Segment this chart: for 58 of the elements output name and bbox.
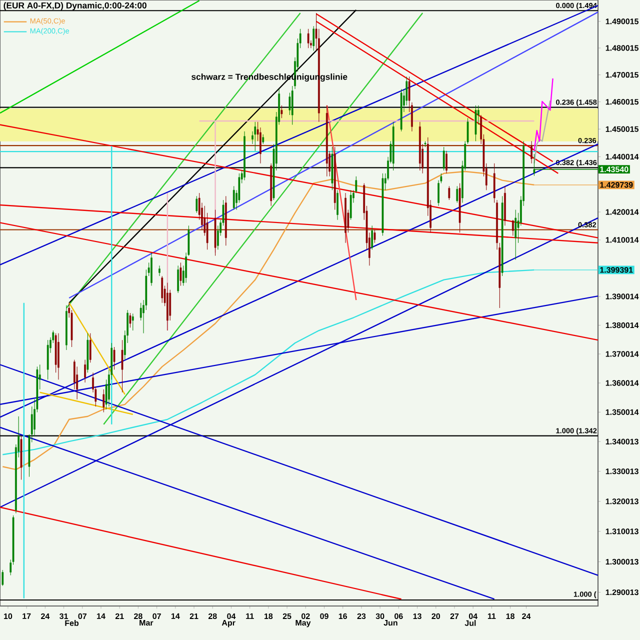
x-tick-label: 16 [338,613,348,620]
x-tick-label: 14 [97,613,106,619]
x-tick-label: 07 [152,613,161,620]
y-tick-label: 1.330013 [606,468,638,474]
y-tick-label: 1.360014 [606,380,639,386]
x-tick-label: 27 [450,613,459,619]
x2-tick-label: Apr [222,620,236,628]
annotation: 1.43540 [600,166,628,172]
x-tick-label: 04 [468,613,478,620]
x-tick-label: 11 [488,613,496,619]
y-tick-label: 1.440014 [606,154,639,160]
y-tick-label: 1.490015 [606,18,639,24]
x-tick-label: 31 [60,613,68,620]
y-tick-label: 1.320013 [606,498,638,504]
y-tick-label: 1.300013 [606,558,638,565]
x-tick-label: 23 [357,613,366,620]
x-tick-label: 13 [413,613,422,620]
x2-tick-label: May [296,620,311,628]
x-tick-label: 28 [134,613,142,620]
x-tick-label: 18 [506,613,514,620]
y-tick-label: 1.410014 [606,237,639,243]
x-tick-label: 18 [264,613,273,620]
annotation: 1.429739 [600,182,633,188]
x-tick-label: 02 [302,613,310,620]
chart-title: (EUR A0-FX,D) Dynamic,0:00-24:00 [4,2,146,10]
y-tick-label: 1.390014 [606,294,639,300]
y-tick-label: 1.460015 [606,98,639,105]
x2-tick-label: Jun [384,620,398,626]
x-tick-label: 24 [522,613,531,619]
x-tick-label: 17 [22,613,31,619]
y-tick-label: 1.370014 [606,351,639,357]
x-tick-label: 04 [227,613,236,620]
y-tick-label: 1.420014 [606,209,639,215]
x2-tick-label: Feb [65,620,79,626]
x-tick-label: 14 [171,613,180,619]
y-tick-label: 1.310013 [606,528,638,534]
y-tick-label: 1.350014 [606,409,639,415]
annotation: 1.399391 [600,267,633,273]
y-tick-label: 1.470015 [606,72,639,78]
x-tick-label: 11 [246,613,254,619]
x-tick-label: 24 [41,613,50,619]
x-tick-label: 25 [282,613,292,620]
x2-tick-label: Jul [464,620,476,626]
x-tick-label: 21 [190,613,198,619]
x-tick-label: 07 [78,613,86,620]
x-tick-label: 30 [376,613,384,620]
x-tick-label: 09 [320,613,328,620]
y-tick-label: 1.380014 [606,322,639,328]
x2-tick-label: Mar [140,620,154,626]
y-tick-label: 1.340013 [606,438,638,444]
y-tick-label: 1.450015 [606,126,639,132]
y-tick-label: 1.480015 [606,45,639,51]
x-tick-label: 06 [394,613,403,620]
x-tick-label: 10 [4,613,12,620]
x-tick-label: 20 [432,613,440,620]
x-tick-label: 28 [208,613,217,620]
y-tick-label: 1.290013 [606,589,638,596]
x-tick-label: 21 [115,613,124,619]
